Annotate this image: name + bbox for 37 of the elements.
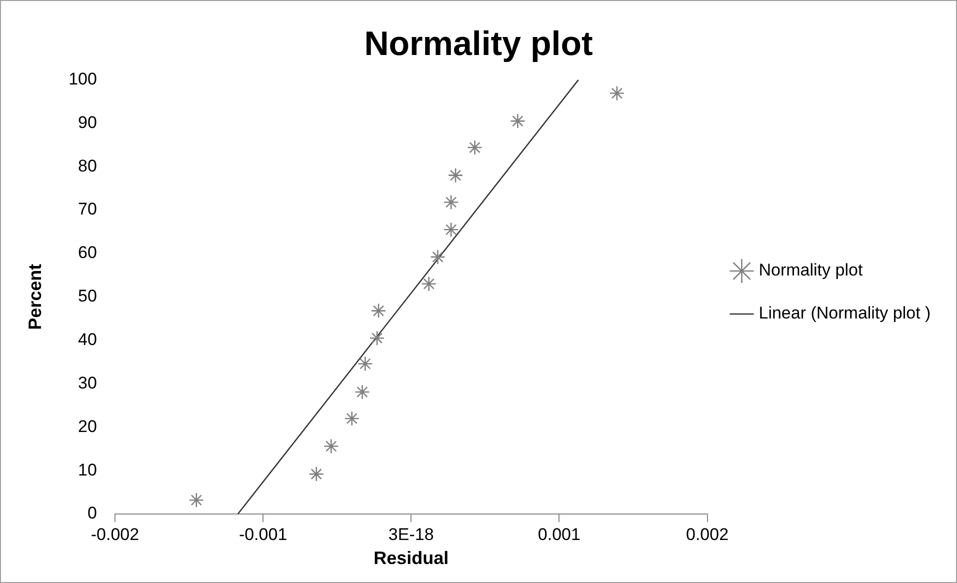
x-tick-label: 0.002 bbox=[686, 524, 729, 544]
point bbox=[448, 168, 464, 183]
y-tick-label: 50 bbox=[78, 286, 97, 306]
point bbox=[467, 140, 482, 156]
legend-label: Linear (Normality plot ) bbox=[758, 304, 931, 323]
y-tick-label: 80 bbox=[78, 156, 97, 176]
point bbox=[430, 249, 446, 265]
point bbox=[369, 330, 385, 346]
x-tick-label: -0.001 bbox=[238, 524, 288, 544]
point bbox=[344, 410, 360, 426]
point bbox=[443, 222, 459, 238]
x-tick-label: -0.002 bbox=[90, 524, 140, 544]
y-tick-label: 60 bbox=[78, 243, 97, 262]
point bbox=[370, 303, 386, 318]
point bbox=[421, 276, 437, 292]
chart-title: Normality plot bbox=[364, 24, 593, 63]
point bbox=[609, 86, 625, 101]
y-tick-label: 20 bbox=[78, 416, 97, 436]
x-tick-label: 3E-18 bbox=[388, 524, 434, 544]
point bbox=[188, 492, 204, 508]
point bbox=[354, 384, 370, 400]
y-tick-label: 90 bbox=[78, 112, 97, 132]
y-tick-label: 30 bbox=[78, 373, 97, 392]
x-tick-label: 0.001 bbox=[538, 524, 580, 544]
y-tick-label: 100 bbox=[68, 69, 97, 88]
y-axis-title: Percent bbox=[24, 264, 45, 330]
point bbox=[324, 438, 339, 454]
legend-label: Normality plot bbox=[758, 260, 863, 280]
y-tick-label: 10 bbox=[78, 460, 97, 480]
x-axis-title: Residual bbox=[374, 548, 449, 568]
point bbox=[510, 113, 526, 129]
y-tick-label: 0 bbox=[87, 504, 97, 523]
point bbox=[358, 356, 373, 372]
y-tick-label: 70 bbox=[78, 200, 97, 219]
point bbox=[443, 194, 459, 210]
point bbox=[308, 466, 324, 482]
y-tick-label: 40 bbox=[78, 330, 97, 350]
